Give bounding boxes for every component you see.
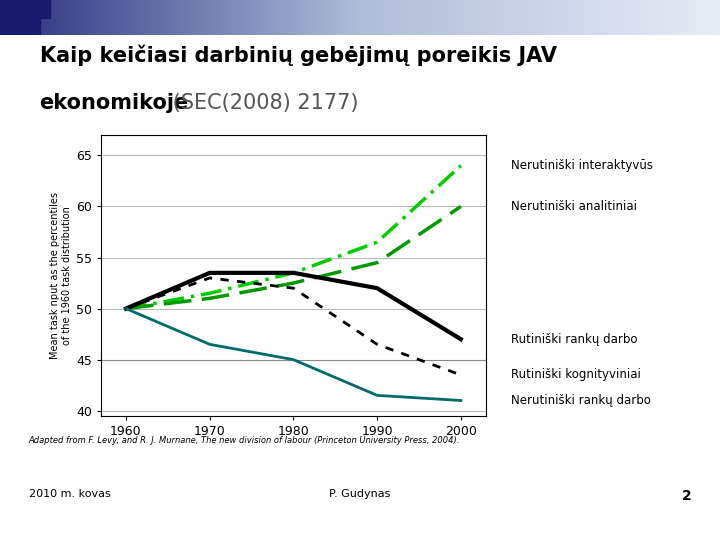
Text: (SEC(2008) 2177): (SEC(2008) 2177) <box>166 93 358 113</box>
Text: Rutiniški rankų darbo: Rutiniški rankų darbo <box>511 333 637 346</box>
Text: Rutiniški kognityviniai: Rutiniški kognityviniai <box>511 368 641 381</box>
Bar <box>40 0 50 17</box>
Text: 2010 m. kovas: 2010 m. kovas <box>29 489 111 499</box>
Text: Adapted from F. Levy, and R. J. Murnane, The new division of labour (Princeton U: Adapted from F. Levy, and R. J. Murnane,… <box>29 436 460 444</box>
Text: P. Gudynas: P. Gudynas <box>329 489 391 499</box>
Bar <box>0 0 40 35</box>
Text: ekonomikoje: ekonomikoje <box>40 93 189 113</box>
Text: Nerutiniški interaktyvūs: Nerutiniški interaktyvūs <box>511 159 653 172</box>
Text: 2: 2 <box>681 489 691 503</box>
Text: Nerutiniški rankų darbo: Nerutiniški rankų darbo <box>511 394 651 407</box>
Text: Kaip keičiasi darbinių gebėjimų poreikis JAV: Kaip keičiasi darbinių gebėjimų poreikis… <box>40 44 557 65</box>
Text: Nerutiniški analitiniai: Nerutiniški analitiniai <box>511 200 637 213</box>
Y-axis label: Mean task nput as the percentiles
of the 1960 task distribution: Mean task nput as the percentiles of the… <box>50 192 71 359</box>
